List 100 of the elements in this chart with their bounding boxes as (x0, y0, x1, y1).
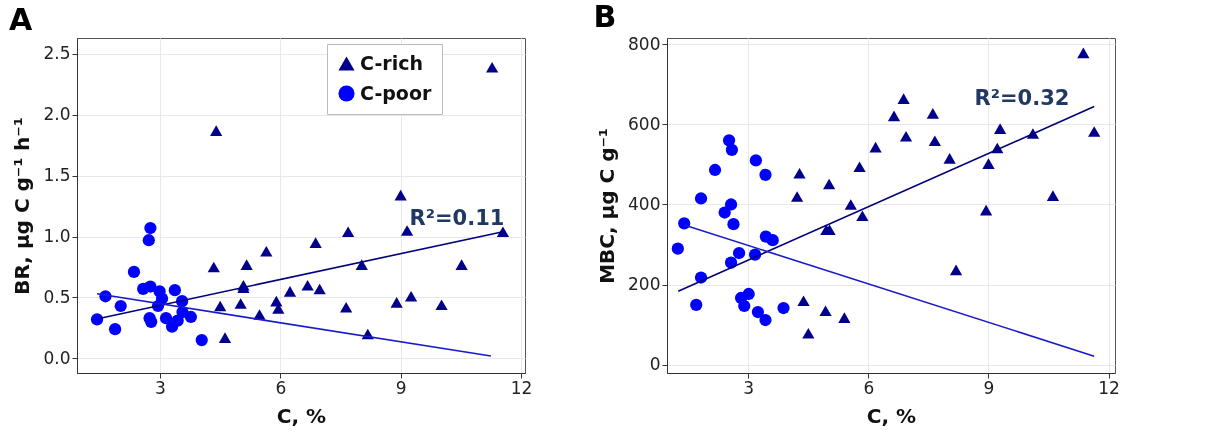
x-tick-label: 3 (155, 377, 166, 398)
point (819, 305, 832, 317)
point (168, 284, 181, 297)
point (144, 221, 157, 235)
point (394, 189, 407, 201)
y-tick-label: 200 (628, 274, 661, 295)
point (301, 279, 314, 291)
point (260, 245, 273, 257)
point (435, 299, 448, 311)
point (207, 261, 220, 273)
x-tick-label: 9 (983, 377, 995, 398)
point (283, 286, 297, 297)
point (218, 332, 232, 343)
y-tick-label: 400 (628, 194, 661, 214)
point (485, 61, 499, 73)
point (751, 305, 765, 319)
point (159, 312, 173, 325)
point (926, 108, 939, 119)
y-tick-label: 0 (649, 354, 661, 375)
point (240, 259, 253, 270)
y-axis-title: BR, µg C g⁻¹ h⁻¹ (10, 117, 35, 295)
point (725, 143, 738, 157)
point (979, 204, 993, 216)
point (718, 206, 731, 219)
point (694, 192, 708, 205)
point (127, 265, 141, 278)
point (797, 295, 810, 307)
x-tick-label: 12 (510, 377, 533, 398)
chart-title: A (8, 2, 33, 37)
point (144, 280, 157, 293)
y-axis-title: MBC, µg C g⁻¹ (595, 128, 620, 284)
y-tick-label: 0.5 (43, 286, 71, 307)
point (355, 259, 368, 270)
point (899, 130, 913, 142)
point (404, 290, 418, 302)
point (708, 163, 722, 177)
point (724, 198, 738, 211)
point (823, 178, 836, 190)
point (844, 199, 857, 210)
y-tick-label: 1.0 (43, 226, 71, 247)
x-tick-label: 6 (863, 377, 875, 398)
point (313, 283, 326, 295)
point (732, 246, 746, 260)
point (210, 125, 223, 136)
point (928, 135, 941, 147)
x-axis-title: C, % (866, 403, 917, 428)
x-axis-title: C, % (276, 403, 327, 428)
y-tick-label: 600 (628, 113, 661, 134)
legend-label: C-poor (360, 81, 432, 104)
point (690, 298, 703, 311)
point (309, 237, 322, 248)
y-tick-label: 2.5 (43, 43, 71, 64)
point (114, 299, 127, 313)
point (671, 242, 684, 255)
point (340, 301, 353, 313)
annotation: R²=0.11 (409, 206, 505, 230)
point (982, 158, 995, 169)
point (943, 153, 956, 164)
point (90, 313, 104, 326)
point (1077, 47, 1090, 59)
point (993, 123, 1007, 134)
point (400, 225, 414, 236)
point (897, 93, 910, 104)
chart-title: B (593, 0, 617, 35)
x-tick-label: 12 (1098, 377, 1120, 398)
annotation: R²=0.32 (974, 86, 1070, 110)
point (727, 218, 740, 231)
point (738, 299, 751, 313)
x-tick-label: 9 (395, 377, 407, 398)
x-tick-label: 3 (743, 377, 755, 398)
point (777, 301, 790, 315)
point (790, 191, 804, 202)
point (838, 312, 851, 323)
point (234, 298, 247, 309)
point (1046, 190, 1060, 201)
y-tick-label: 1.5 (43, 165, 71, 186)
point (455, 259, 468, 270)
point (214, 300, 227, 312)
point (853, 161, 866, 173)
point (678, 217, 691, 230)
point (793, 167, 806, 179)
point (949, 264, 963, 276)
point (887, 110, 901, 122)
point (342, 226, 355, 237)
point (759, 168, 772, 181)
y-tick-label: 0.0 (43, 347, 71, 368)
legend-label: C-rich (360, 51, 423, 74)
point (390, 297, 403, 308)
point (766, 234, 779, 247)
point (759, 313, 772, 327)
point (195, 334, 208, 347)
point (749, 154, 762, 167)
x-tick-label: 6 (275, 377, 287, 398)
point (869, 141, 882, 153)
y-tick-label: 2.0 (43, 104, 71, 125)
point (802, 327, 815, 339)
point (184, 310, 198, 324)
point (108, 323, 122, 336)
point (1088, 126, 1101, 137)
point (142, 234, 155, 247)
